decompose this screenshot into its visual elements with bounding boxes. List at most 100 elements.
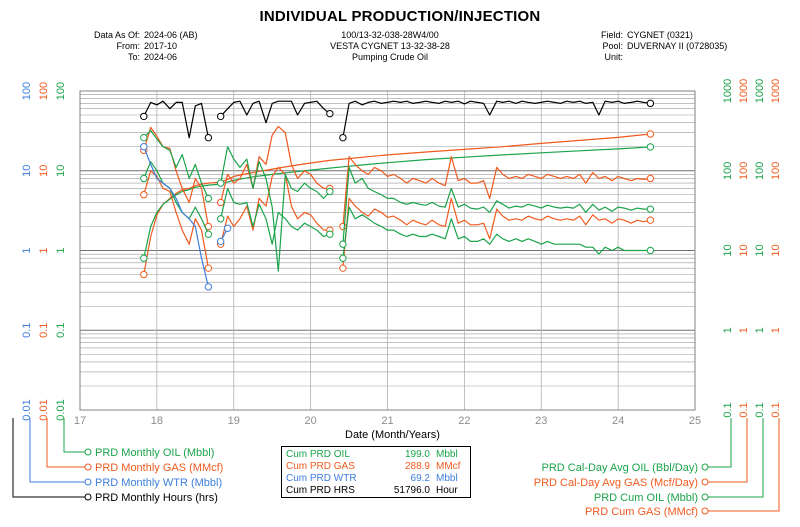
- legend-connector: [29, 418, 88, 483]
- left-axis-tick-label: 0.1: [55, 323, 67, 338]
- left-axis-tick-label: 100: [21, 82, 33, 100]
- x-tick-label: 25: [689, 415, 701, 427]
- field-label: Field:: [600, 30, 623, 40]
- series-endpoint-marker: [204, 230, 213, 238]
- legend-marker: [84, 448, 92, 456]
- series-endpoint-marker: [326, 187, 334, 196]
- series-endpoint-marker: [204, 194, 213, 203]
- series-line: [220, 146, 331, 272]
- legend-label: PRD Cal-Day Avg OIL (Bbl/Day): [542, 462, 699, 474]
- series-line: [143, 126, 209, 227]
- cum-oil-name: Cum PRD OIL: [286, 449, 350, 460]
- legend-connector: [46, 418, 88, 468]
- series-endpoint-marker: [216, 237, 225, 246]
- legend-label: PRD Cal-Day Avg GAS (Mcf/Day): [534, 477, 698, 489]
- cum-hrs-value: 51796.0: [393, 485, 430, 496]
- series-line: [342, 156, 651, 227]
- series-endpoint-marker: [140, 270, 148, 279]
- cum-wtr-row: Cum PRD WTR 69.2 Mbbl: [286, 473, 466, 485]
- cum-gas-name: Cum PRD GAS: [286, 461, 355, 472]
- left-axis-tick-label: 0.1: [21, 323, 33, 338]
- header-to: To: 2024-06: [82, 52, 212, 63]
- series-endpoint-marker: [223, 224, 232, 232]
- to-value: 2024-06: [144, 52, 178, 62]
- legend-marker: [701, 507, 709, 515]
- x-tick-label: 21: [381, 415, 393, 427]
- right-axis-tick-label: 1: [754, 327, 766, 333]
- left-axis-tick-label: 1: [21, 247, 33, 253]
- left-axis-tick-label: 100: [38, 82, 50, 100]
- header-middle: 100/13-32-038-28W4/00 VESTA CYGNET 13-32…: [260, 30, 520, 63]
- series-endpoint-marker: [646, 246, 655, 255]
- left-axis-tick-label: 10: [55, 165, 67, 177]
- series-line: [143, 161, 209, 235]
- series-endpoint-marker: [140, 133, 148, 142]
- header-data-as-of: Data As Of: 2024-06 (AB): [82, 30, 212, 41]
- right-axis-tick-label: 0.1: [754, 402, 766, 417]
- right-axis-tick-label: 1: [738, 327, 750, 333]
- cum-oil-unit: Mbbl: [436, 449, 458, 460]
- series-endpoint-marker: [204, 264, 213, 272]
- series-endpoint-marker: [140, 112, 148, 121]
- left-axis-tick-label: 10: [38, 165, 50, 177]
- cum-hrs-unit: Hour: [436, 485, 458, 496]
- unit-label: Unit:: [604, 52, 623, 62]
- series-endpoint-marker: [216, 215, 225, 223]
- cum-hrs-name: Cum PRD HRS: [286, 485, 355, 496]
- cumulative-summary-box: Cum PRD OIL 199.0 Mbbl Cum PRD GAS 288.9…: [281, 446, 471, 498]
- left-axis-tick-label: 10: [21, 165, 33, 177]
- legend-connector: [705, 418, 732, 468]
- series-line: [220, 125, 330, 203]
- from-value: 2017-10: [144, 41, 178, 51]
- series-endpoint-marker: [339, 133, 347, 142]
- chart-title: INDIVIDUAL PRODUCTION/INJECTION: [259, 8, 541, 25]
- cum-oil-value: 199.0: [404, 449, 430, 460]
- series-endpoint-marker: [339, 264, 347, 272]
- series-endpoint-marker: [216, 112, 225, 121]
- cum-wtr-name: Cum PRD WTR: [286, 473, 357, 484]
- well-uwi: 100/13-32-038-28W4/00: [341, 30, 439, 40]
- series-line: [342, 206, 651, 259]
- right-axis-tick-label: 1: [770, 327, 782, 333]
- pool-value: DUVERNAY II (0728035): [627, 41, 728, 51]
- series-line: [143, 146, 209, 288]
- right-axis-tick-label: 1000: [738, 79, 750, 103]
- legend-connector: [705, 418, 780, 512]
- right-axis-tick-label: 0.1: [722, 402, 734, 417]
- left-axis-tick-label: 0.1: [38, 323, 50, 338]
- legend-connector: [12, 418, 88, 498]
- x-tick-label: 22: [458, 415, 470, 427]
- series-endpoint-marker: [326, 230, 334, 238]
- legend-label: PRD Cum GAS (MMcf): [585, 506, 698, 518]
- x-axis-label: Date (Month/Years): [345, 429, 440, 441]
- legend-label: PRD Monthly WTR (Mbbl): [95, 477, 222, 489]
- series-endpoint-marker: [216, 179, 225, 187]
- pool-label: Pool:: [602, 41, 623, 51]
- series-endpoint-marker: [646, 130, 655, 138]
- cum-wtr-value: 69.2: [410, 473, 430, 484]
- header-unit: Unit:: [565, 52, 765, 63]
- series-endpoint-marker: [339, 254, 347, 262]
- series-endpoint-marker: [216, 198, 225, 207]
- legend-marker: [84, 493, 92, 501]
- left-axis-tick-label: 1: [55, 247, 67, 253]
- legend-marker: [701, 478, 709, 486]
- plot-frame: [79, 90, 696, 411]
- series-endpoint-marker: [646, 174, 655, 183]
- cum-gas-value: 288.9: [404, 461, 430, 472]
- x-tick-label: 24: [612, 415, 624, 427]
- series-line: [220, 166, 330, 245]
- left-axis-tick-label: 0.01: [38, 399, 50, 420]
- from-label: From:: [116, 41, 141, 51]
- left-axis-tick-label: 1: [38, 247, 50, 253]
- series-endpoint-marker: [339, 222, 347, 231]
- right-axis-tick-label: 100: [754, 162, 766, 180]
- left-axis-tick-label: 0.01: [21, 399, 33, 420]
- right-axis-tick-label: 1000: [754, 79, 766, 103]
- series-endpoint-marker: [646, 99, 655, 108]
- left-axis-tick-label: 100: [55, 82, 67, 100]
- legend-marker: [701, 463, 709, 471]
- right-axis-tick-label: 100: [770, 162, 782, 180]
- to-label: To:: [127, 52, 140, 62]
